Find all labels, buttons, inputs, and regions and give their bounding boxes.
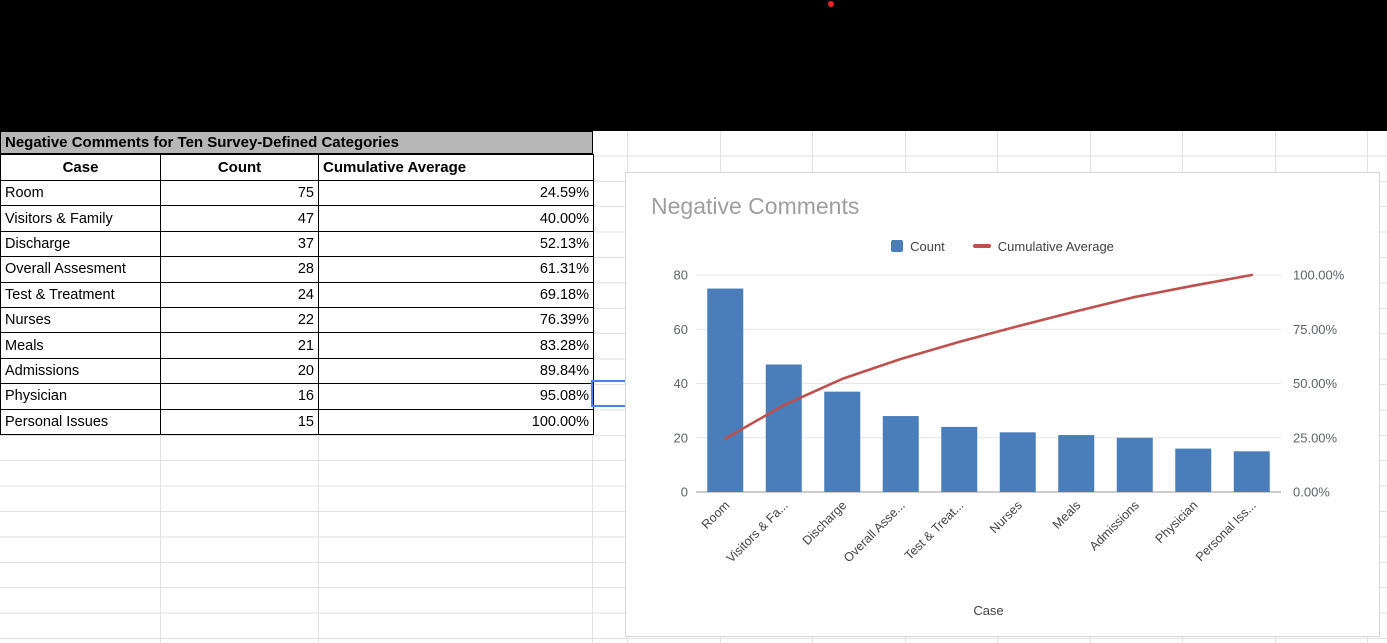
red-dot (828, 1, 834, 7)
cum-cell[interactable]: 52.13% (318, 230, 594, 258)
bar-3 (882, 416, 919, 492)
count-cell[interactable]: 28 (160, 256, 319, 283)
right-axis-labels: 0.00% 25.00% 50.00% 75.00% 100.00% (1293, 268, 1345, 500)
svg-text:100.00%: 100.00% (1293, 268, 1345, 283)
cum-cell[interactable]: 100.00% (318, 408, 594, 435)
case-cell[interactable]: Meals (0, 332, 161, 359)
svg-text:Test & Treat...: Test & Treat... (902, 498, 966, 562)
x-axis-title: Case (973, 603, 1004, 618)
svg-text:Personal Iss...: Personal Iss... (1193, 498, 1259, 564)
table-row: Test & Treatment 24 69.18% (0, 281, 594, 308)
table-header-row: Case Count Cumulative Average (0, 154, 594, 181)
case-cell[interactable]: Nurses (0, 306, 161, 334)
bar-6 (1058, 435, 1095, 492)
svg-text:50.00%: 50.00% (1293, 376, 1338, 391)
table-row: Admissions 20 89.84% (0, 357, 594, 385)
table-row: Personal Issues 15 100.00% (0, 408, 594, 435)
case-cell[interactable]: Overall Assesment (0, 256, 161, 283)
cum-cell[interactable]: 24.59% (318, 179, 594, 207)
table-title: Negative Comments for Ten Survey-Defined… (0, 131, 593, 154)
count-cell[interactable]: 15 (160, 408, 319, 435)
bar-8 (1175, 448, 1212, 492)
table-row: Discharge 37 52.13% (0, 230, 594, 258)
black-header-bar (0, 0, 1387, 131)
table-row: Room 75 24.59% (0, 179, 594, 207)
svg-text:Admissions: Admissions (1087, 498, 1142, 553)
count-cell[interactable]: 75 (160, 179, 319, 207)
count-cell[interactable]: 37 (160, 230, 319, 258)
svg-text:Nurses: Nurses (987, 498, 1025, 536)
bar-2 (824, 391, 861, 492)
bar-1 (765, 364, 802, 492)
count-cell[interactable]: 20 (160, 357, 319, 385)
pareto-chart[interactable]: Negative Comments Count Cumulative Avera… (625, 172, 1380, 637)
svg-text:75.00%: 75.00% (1293, 322, 1338, 337)
selected-cell-outline[interactable] (591, 380, 628, 407)
count-cell[interactable]: 24 (160, 281, 319, 308)
svg-text:Discharge: Discharge (800, 498, 850, 548)
table-body: Room 75 24.59% Visitors & Family 47 40.00% Dis… (0, 179, 594, 435)
svg-text:Physician: Physician (1153, 498, 1201, 546)
comments-table: Negative Comments for Ten Survey-Defined… (0, 131, 594, 435)
table-row: Nurses 22 76.39% (0, 306, 594, 334)
bar-9 (1233, 451, 1270, 492)
svg-text:Meals: Meals (1050, 498, 1083, 531)
count-cell[interactable]: 16 (160, 383, 319, 410)
bar-4 (941, 426, 978, 492)
cum-cell[interactable]: 89.84% (318, 357, 594, 385)
count-cell[interactable]: 47 (160, 205, 319, 232)
column-header-case[interactable]: Case (0, 154, 161, 181)
svg-text:20: 20 (674, 430, 688, 445)
table-row: Meals 21 83.28% (0, 332, 594, 359)
bar-7 (1116, 437, 1153, 492)
case-cell[interactable]: Personal Issues (0, 408, 161, 435)
column-header-cumulative-average[interactable]: Cumulative Average (318, 154, 594, 181)
svg-text:80: 80 (674, 268, 688, 283)
cum-cell[interactable]: 95.08% (318, 383, 594, 410)
svg-text:Visitors & Fa...: Visitors & Fa... (724, 498, 791, 565)
svg-text:0: 0 (681, 485, 688, 500)
cum-cell[interactable]: 61.31% (318, 256, 594, 283)
cum-cell[interactable]: 76.39% (318, 306, 594, 334)
legend-cumulative-label: Cumulative Average (997, 238, 1114, 254)
count-cell[interactable]: 22 (160, 306, 319, 334)
case-cell[interactable]: Room (0, 179, 161, 207)
table-row: Physician 16 95.08% (0, 383, 594, 410)
legend-item-cumulative-average[interactable]: Cumulative Average (972, 238, 1114, 254)
case-cell[interactable]: Physician (0, 383, 161, 410)
bar-5 (999, 432, 1036, 492)
table-row: Overall Assesment 28 61.31% (0, 256, 594, 283)
chart-plot-area: 0 20 40 60 80 0.00% 25.00% 50.00% 75.00% 100.00% R… (674, 268, 1345, 566)
count-bars[interactable] (707, 288, 1270, 492)
svg-text:25.00%: 25.00% (1293, 430, 1338, 445)
svg-text:Room: Room (699, 498, 732, 531)
case-cell[interactable]: Discharge (0, 230, 161, 258)
svg-text:Overall Asse...: Overall Asse... (841, 498, 908, 565)
count-cell[interactable]: 21 (160, 332, 319, 359)
case-cell[interactable]: Visitors & Family (0, 205, 161, 232)
svg-text:40: 40 (674, 376, 688, 391)
chart-legend: Count Cumulative Average (626, 237, 1379, 255)
cumulative-average-swatch-icon (972, 244, 991, 248)
case-cell[interactable]: Test & Treatment (0, 281, 161, 308)
chart-title: Negative Comments (651, 193, 860, 219)
cumulative-average-line (723, 273, 1254, 440)
cum-cell[interactable]: 83.28% (318, 332, 594, 359)
spreadsheet-grid[interactable]: Negative Comments for Ten Survey-Defined… (0, 131, 1387, 643)
cum-cell[interactable]: 69.18% (318, 281, 594, 308)
svg-text:0.00%: 0.00% (1293, 485, 1330, 500)
column-header-count[interactable]: Count (160, 154, 319, 181)
cum-cell[interactable]: 40.00% (318, 205, 594, 232)
bar-0 (707, 288, 744, 492)
table-row: Visitors & Family 47 40.00% (0, 205, 594, 232)
count-swatch-icon (891, 240, 904, 252)
legend-count-label: Count (910, 238, 945, 254)
legend-item-count[interactable]: Count (891, 239, 945, 254)
svg-text:60: 60 (674, 322, 688, 337)
case-cell[interactable]: Admissions (0, 357, 161, 385)
